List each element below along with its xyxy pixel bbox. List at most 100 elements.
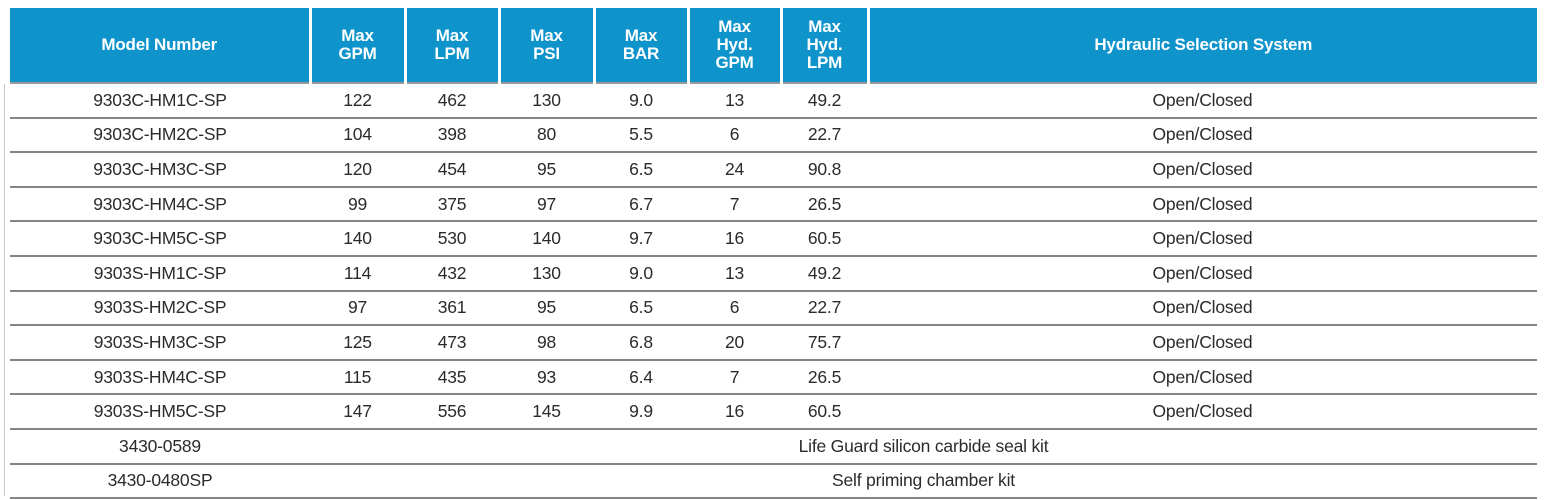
cell-max-gpm: 114 (310, 255, 405, 292)
cell-max-hyd-lpm: 49.2 (781, 83, 868, 119)
column-header-model: Model Number (10, 8, 310, 84)
table-row: 9303S-HM5C-SP 147 556 145 9.9 16 60.5 Open/Clos… (10, 394, 1537, 430)
cell-max-psi: 80 (499, 117, 594, 154)
table-row: 3430-0589 Life Guard silicon carbide seal… (10, 428, 1537, 465)
cell-max-gpm: 97 (310, 290, 405, 327)
cell-max-hyd-gpm: 16 (688, 394, 781, 430)
cell-max-bar: 9.9 (594, 394, 688, 430)
cell-max-bar: 5.5 (594, 117, 688, 154)
cell-max-bar: 6.8 (594, 325, 688, 361)
cell-max-gpm: 122 (310, 83, 405, 119)
table-row: 9303S-HM3C-SP 125 473 98 6.8 20 75.7 Open/Close… (10, 325, 1537, 361)
cell-max-hyd-lpm: 60.5 (781, 394, 868, 430)
column-header-max-bar: Max BAR (592, 8, 688, 84)
cell-system: Open/Closed (868, 152, 1537, 188)
cell-max-lpm: 432 (405, 255, 499, 292)
cell-max-lpm: 435 (405, 359, 499, 396)
cell-max-hyd-gpm: 16 (688, 221, 781, 257)
cell-model-number: 9303C-HM3C-SP (10, 152, 310, 188)
cell-max-hyd-gpm: 7 (688, 359, 781, 396)
cell-max-lpm: 473 (405, 325, 499, 361)
cell-model-number: 9303S-HM2C-SP (10, 290, 310, 327)
cell-model-number: 3430-0589 (10, 428, 310, 465)
cell-max-psi: 93 (499, 359, 594, 396)
cell-max-bar: 9.0 (594, 83, 688, 119)
cell-max-bar: 6.5 (594, 290, 688, 327)
cell-kit-description: Life Guard silicon carbide seal kit (310, 428, 1537, 465)
cell-model-number: 9303S-HM1C-SP (10, 255, 310, 292)
cell-model-number: 9303C-HM2C-SP (10, 117, 310, 154)
cell-model-number: 3430-0480SP (10, 463, 310, 500)
column-header-max-hyd-gpm: Max Hyd. GPM (686, 8, 781, 84)
cell-max-lpm: 398 (405, 117, 499, 154)
cell-system: Open/Closed (868, 290, 1537, 327)
cell-max-bar: 9.7 (594, 221, 688, 257)
column-header-max-gpm: Max GPM (308, 8, 405, 84)
cell-system: Open/Closed (868, 186, 1537, 223)
cell-max-hyd-gpm: 20 (688, 325, 781, 361)
cell-max-gpm: 147 (310, 394, 405, 430)
pump-spec-table: Model Number Max GPM Max LPM Max PSI Max BAR… (10, 8, 1537, 500)
cell-model-number: 9303S-HM5C-SP (10, 394, 310, 430)
cell-max-bar: 9.0 (594, 255, 688, 292)
cell-max-lpm: 556 (405, 394, 499, 430)
cell-max-psi: 95 (499, 290, 594, 327)
cell-model-number: 9303C-HM1C-SP (10, 83, 310, 119)
cell-max-psi: 130 (499, 83, 594, 119)
cell-max-gpm: 99 (310, 186, 405, 223)
cell-max-lpm: 361 (405, 290, 499, 327)
table-header: Model Number Max GPM Max LPM Max PSI Max BAR… (10, 8, 1537, 84)
column-header-max-lpm: Max LPM (403, 8, 499, 84)
cell-max-psi: 98 (499, 325, 594, 361)
cell-max-psi: 145 (499, 394, 594, 430)
cell-max-psi: 97 (499, 186, 594, 223)
cell-model-number: 9303S-HM4C-SP (10, 359, 310, 396)
column-header-max-psi: Max PSI (497, 8, 594, 84)
cell-max-hyd-gpm: 24 (688, 152, 781, 188)
table-row: 9303S-HM4C-SP 115 435 93 6.4 7 26.5 Open/Closed (10, 359, 1537, 396)
table-row: 9303C-HM2C-SP 104 398 80 5.5 6 22.7 Open/Closed (10, 117, 1537, 154)
column-header-max-hyd-lpm: Max Hyd. LPM (779, 8, 868, 84)
cell-max-bar: 6.4 (594, 359, 688, 396)
cell-model-number: 9303C-HM5C-SP (10, 221, 310, 257)
cell-max-hyd-gpm: 6 (688, 290, 781, 327)
table-row: 9303S-HM1C-SP 114 432 130 9.0 13 49.2 Open/Clos… (10, 255, 1537, 292)
cell-max-lpm: 462 (405, 83, 499, 119)
cell-max-gpm: 140 (310, 221, 405, 257)
cell-max-hyd-gpm: 13 (688, 83, 781, 119)
cell-system: Open/Closed (868, 359, 1537, 396)
cell-max-hyd-lpm: 90.8 (781, 152, 868, 188)
cell-max-hyd-lpm: 49.2 (781, 255, 868, 292)
cell-max-hyd-lpm: 26.5 (781, 186, 868, 223)
cell-max-hyd-gpm: 13 (688, 255, 781, 292)
cell-max-hyd-lpm: 75.7 (781, 325, 868, 361)
table-row: 9303S-HM2C-SP 97 361 95 6.5 6 22.7 Open/Closed (10, 290, 1537, 327)
table-row: 9303C-HM5C-SP 140 530 140 9.7 16 60.5 Open/Clos… (10, 221, 1537, 257)
cell-max-bar: 6.5 (594, 152, 688, 188)
cell-max-gpm: 125 (310, 325, 405, 361)
table-body: 9303C-HM1C-SP 122 462 130 9.0 13 49.2 Open/Clos… (10, 83, 1537, 500)
cell-model-number: 9303S-HM3C-SP (10, 325, 310, 361)
cell-model-number: 9303C-HM4C-SP (10, 186, 310, 223)
cell-system: Open/Closed (868, 117, 1537, 154)
table-row: 3430-0480SP Self priming chamber kit (10, 463, 1537, 500)
cell-system: Open/Closed (868, 83, 1537, 119)
cell-max-psi: 140 (499, 221, 594, 257)
cell-max-hyd-lpm: 22.7 (781, 290, 868, 327)
cell-max-hyd-lpm: 22.7 (781, 117, 868, 154)
cell-max-hyd-lpm: 26.5 (781, 359, 868, 396)
cell-max-lpm: 454 (405, 152, 499, 188)
page-edge-rule (4, 84, 5, 496)
cell-max-psi: 95 (499, 152, 594, 188)
cell-max-gpm: 120 (310, 152, 405, 188)
column-header-hss: Hydraulic Selection System (866, 8, 1537, 84)
cell-max-lpm: 530 (405, 221, 499, 257)
cell-max-gpm: 115 (310, 359, 405, 396)
cell-max-gpm: 104 (310, 117, 405, 154)
cell-max-hyd-gpm: 7 (688, 186, 781, 223)
cell-system: Open/Closed (868, 394, 1537, 430)
cell-max-psi: 130 (499, 255, 594, 292)
cell-system: Open/Closed (868, 255, 1537, 292)
cell-max-hyd-lpm: 60.5 (781, 221, 868, 257)
